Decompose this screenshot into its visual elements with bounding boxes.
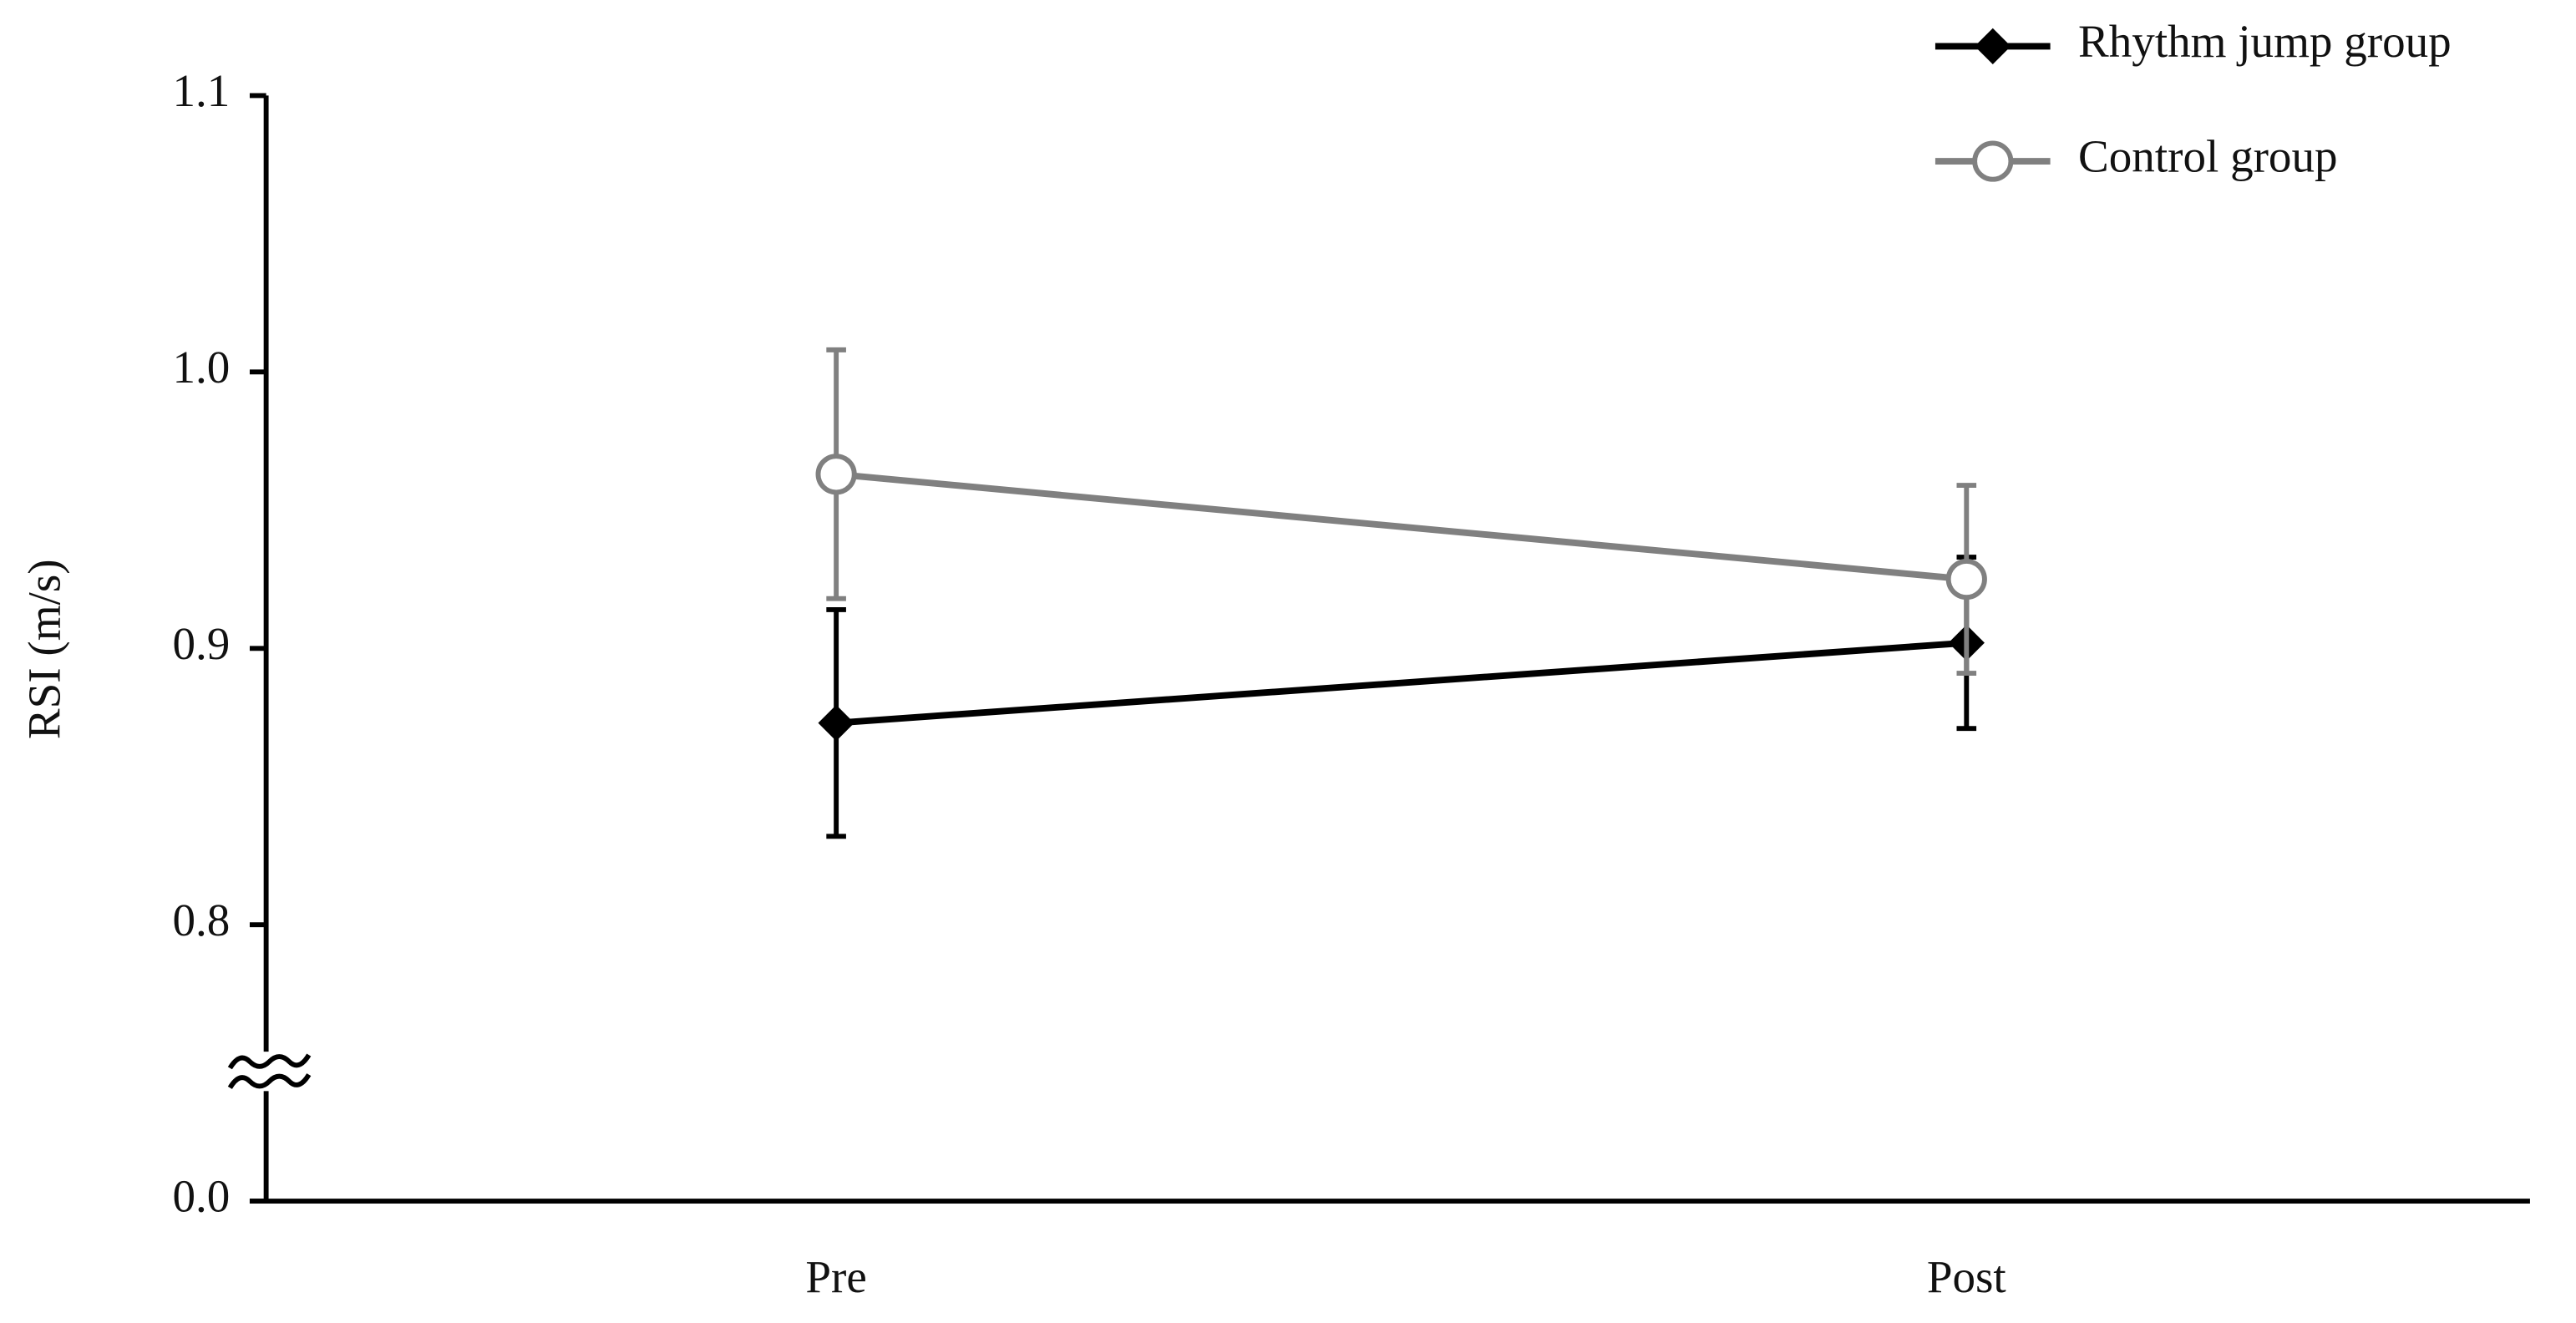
legend-label: Control group (2078, 131, 2337, 182)
series-line (835, 470, 1967, 583)
axis-break (227, 1052, 312, 1092)
x-tick-label: Post (1927, 1251, 2006, 1302)
y-tick-label: 0.0 (173, 1171, 231, 1222)
axis-break-wave (227, 1073, 312, 1089)
series-line (835, 639, 1967, 727)
y-tick-label: 1.0 (173, 342, 231, 393)
legend-marker (1975, 28, 2011, 65)
axis-break-wave (227, 1053, 312, 1070)
x-tick-label: Pre (805, 1251, 866, 1302)
legend-marker (1972, 140, 2014, 182)
point (1945, 558, 1987, 601)
y-tick-label: 1.1 (173, 65, 231, 116)
point (815, 454, 857, 495)
y-tick-label: 0.8 (173, 895, 231, 945)
y-axis-label: RSI (m/s) (19, 559, 70, 739)
point (818, 704, 854, 742)
legend-label: Rhythm jump group (2078, 16, 2452, 67)
y-tick-label: 0.9 (173, 618, 231, 669)
